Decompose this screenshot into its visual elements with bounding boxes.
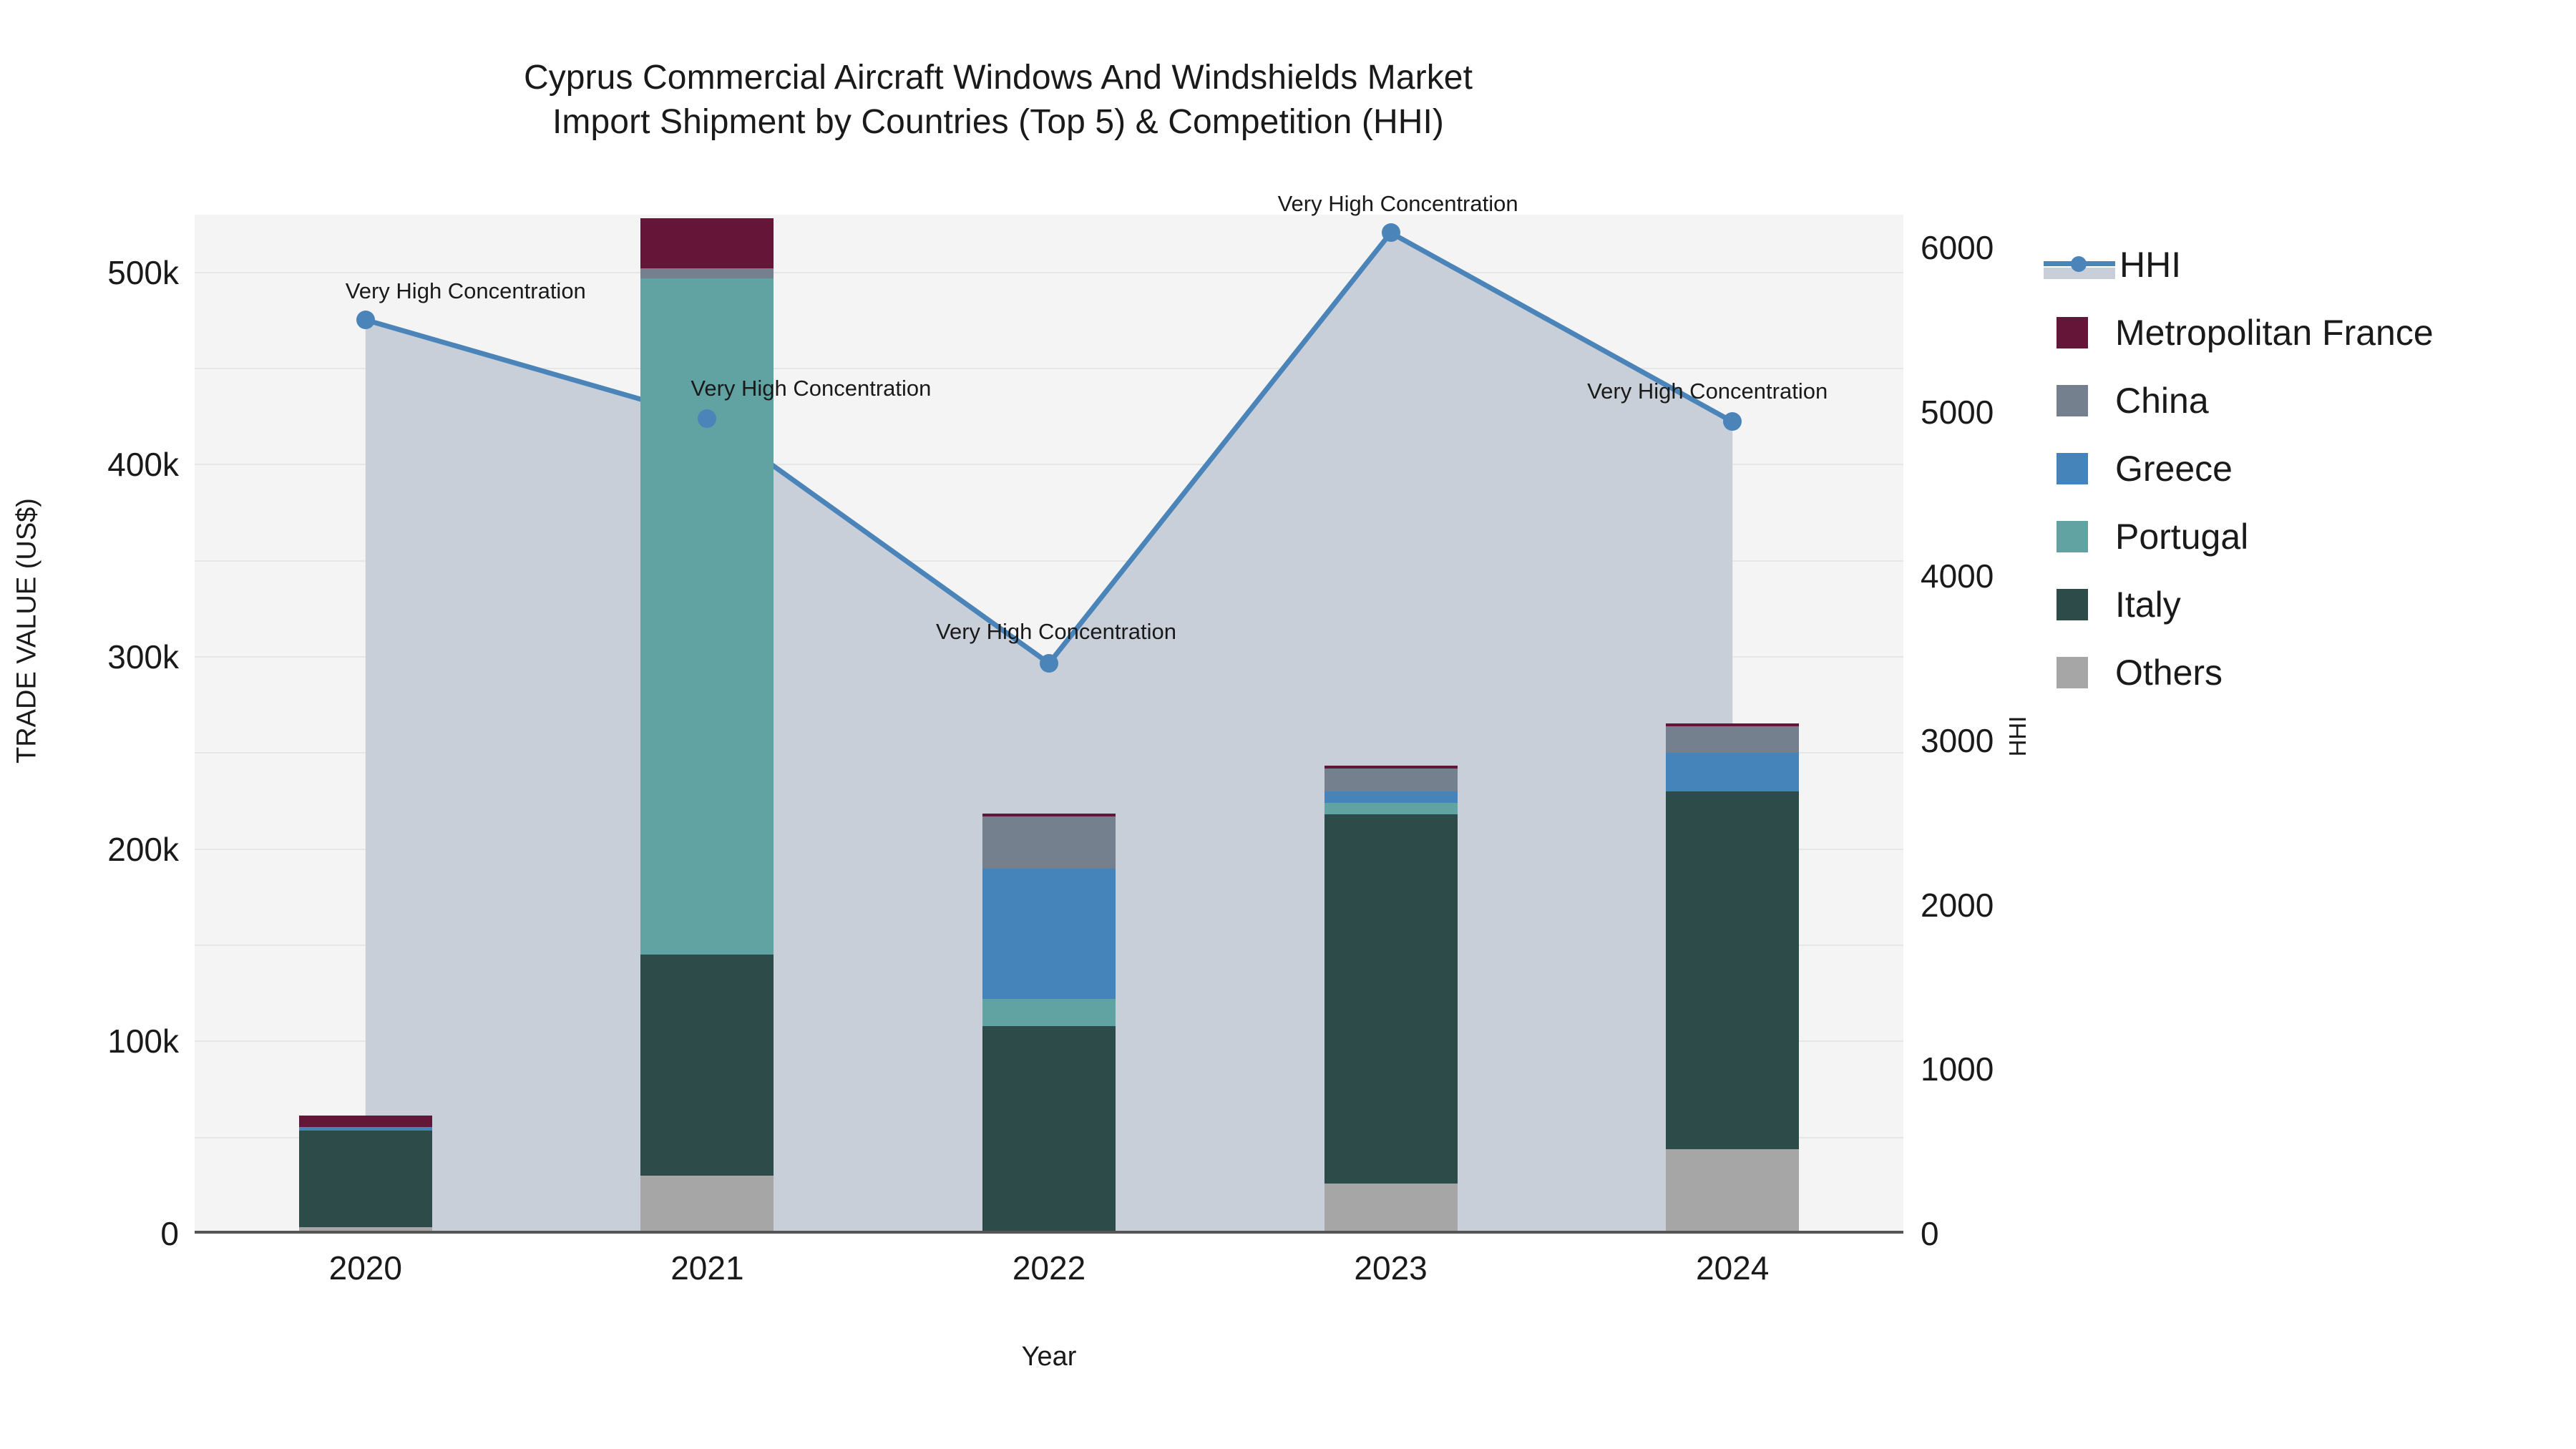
legend-marker-dot-icon <box>2071 255 2087 272</box>
bar-segment-china[interactable] <box>640 268 774 278</box>
bar-segment-greece[interactable] <box>298 1126 432 1131</box>
annotation-2024: Very High Concentration <box>1587 379 1828 404</box>
legend-item-label: Italy <box>2115 584 2181 625</box>
legend-color-swatch <box>2057 656 2088 688</box>
chart-title-line-1: Cyprus Commercial Aircraft Windows And W… <box>523 59 1473 97</box>
annotation-2020: Very High Concentration <box>345 278 586 303</box>
x-tick-2022: 2022 <box>1012 1249 1086 1287</box>
y-tick-right-5000: 5000 <box>1921 393 1994 431</box>
x-axis-spine <box>195 1231 1903 1234</box>
legend-color-swatch <box>2057 384 2088 416</box>
bar-stack-2022[interactable] <box>982 215 1116 1234</box>
bar-segment-portugal[interactable] <box>982 999 1116 1026</box>
legend-color-swatch <box>2057 588 2088 620</box>
annotation-2022: Very High Concentration <box>935 619 1177 645</box>
legend-color-swatch <box>2057 316 2088 348</box>
bar-segment-others[interactable] <box>298 1226 432 1234</box>
bar-segment-metropolitan-france[interactable] <box>640 218 774 269</box>
y-tick-left-300k: 300k <box>107 638 179 675</box>
bar-segment-china[interactable] <box>1666 726 1800 753</box>
y-tick-right-4000: 4000 <box>1921 557 1994 595</box>
hhi-marker-2022[interactable] <box>1040 654 1058 673</box>
chart-title-line-2: Import Shipment by Countries (Top 5) & C… <box>552 103 1445 142</box>
x-tick-2021: 2021 <box>670 1249 744 1287</box>
legend-line-key-icon <box>2044 249 2115 280</box>
x-tick-2020: 2020 <box>328 1249 402 1287</box>
bar-stack-2021[interactable] <box>640 215 774 1234</box>
x-tick-2024: 2024 <box>1696 1249 1770 1287</box>
y-tick-right-2000: 2000 <box>1921 886 1994 924</box>
legend-item-italy[interactable]: Italy <box>2044 570 2559 638</box>
hhi-marker-2021[interactable] <box>698 409 717 428</box>
legend-item-china[interactable]: China <box>2044 366 2559 434</box>
plot-clip <box>195 215 1903 1234</box>
bar-segment-others[interactable] <box>1324 1184 1458 1234</box>
legend-item-greece[interactable]: Greece <box>2044 434 2559 502</box>
bar-segment-portugal[interactable] <box>1324 803 1458 815</box>
legend-item-label: Greece <box>2115 448 2233 489</box>
y-axis-right-label: HHI <box>2004 716 2031 757</box>
bar-segment-others[interactable] <box>640 1176 774 1234</box>
annotation-2021: Very High Concentration <box>691 375 932 401</box>
bar-segment-metropolitan-france[interactable] <box>1666 723 1800 726</box>
y-tick-right-6000: 6000 <box>1921 228 1994 266</box>
legend-item-metropolitan-france[interactable]: Metropolitan France <box>2044 298 2559 366</box>
legend-item-label: HHI <box>2119 244 2182 285</box>
legend-item-portugal[interactable]: Portugal <box>2044 502 2559 570</box>
bar-segment-italy[interactable] <box>1324 814 1458 1184</box>
legend-item-others[interactable]: Others <box>2044 638 2559 706</box>
y-axis-left-label: TRADE VALUE (US$) <box>11 498 42 763</box>
legend-area-swatch <box>2044 267 2115 279</box>
y-tick-left-100k: 100k <box>107 1023 179 1060</box>
bar-segment-greece[interactable] <box>1666 753 1800 792</box>
legend-item-label: Others <box>2115 652 2223 693</box>
bar-segment-italy[interactable] <box>640 955 774 1176</box>
x-tick-2023: 2023 <box>1354 1249 1428 1287</box>
bar-segment-metropolitan-france[interactable] <box>298 1115 432 1127</box>
y-tick-right-3000: 3000 <box>1921 721 1994 759</box>
bar-stack-2020[interactable] <box>298 215 432 1234</box>
bar-segment-italy[interactable] <box>1666 791 1800 1149</box>
hhi-marker-2023[interactable] <box>1381 223 1400 243</box>
bar-segment-others[interactable] <box>1666 1148 1800 1234</box>
y-tick-left-200k: 200k <box>107 830 179 868</box>
bar-segment-china[interactable] <box>1324 768 1458 792</box>
bar-segment-china[interactable] <box>982 816 1116 869</box>
bar-stack-2023[interactable] <box>1324 215 1458 1234</box>
y-tick-left-400k: 400k <box>107 446 179 484</box>
chart-legend: HHI Metropolitan France China Greece Portuga… <box>2044 230 2559 706</box>
legend-color-swatch <box>2057 520 2088 552</box>
bar-stack-2024[interactable] <box>1666 215 1800 1234</box>
legend-item-label: China <box>2115 380 2209 421</box>
annotation-2023: Very High Concentration <box>1277 191 1518 217</box>
bar-segment-metropolitan-france[interactable] <box>982 813 1116 816</box>
y-tick-right-0: 0 <box>1921 1215 1939 1252</box>
bar-segment-italy[interactable] <box>298 1131 432 1227</box>
bar-segment-italy[interactable] <box>982 1025 1116 1234</box>
hhi-marker-2024[interactable] <box>1723 412 1742 431</box>
bar-segment-greece[interactable] <box>1324 791 1458 804</box>
plot-area: Very High Concentration Very High Concent… <box>195 191 1903 1234</box>
y-tick-left-0: 0 <box>160 1215 179 1252</box>
legend-item-label: Portugal <box>2115 516 2249 557</box>
chart-title: Cyprus Commercial Aircraft Windows And W… <box>0 56 1996 145</box>
hhi-marker-2020[interactable] <box>356 310 375 329</box>
bar-segment-portugal[interactable] <box>640 278 774 955</box>
legend-item-label: Metropolitan France <box>2115 312 2434 353</box>
legend-item-hhi[interactable]: HHI <box>2044 230 2559 298</box>
bar-segment-greece[interactable] <box>982 868 1116 1000</box>
y-tick-left-500k: 500k <box>107 253 179 291</box>
legend-color-swatch <box>2057 452 2088 484</box>
bar-segment-metropolitan-france[interactable] <box>1324 765 1458 769</box>
y-tick-right-1000: 1000 <box>1921 1050 1994 1088</box>
x-axis-label: Year <box>1021 1342 1077 1372</box>
